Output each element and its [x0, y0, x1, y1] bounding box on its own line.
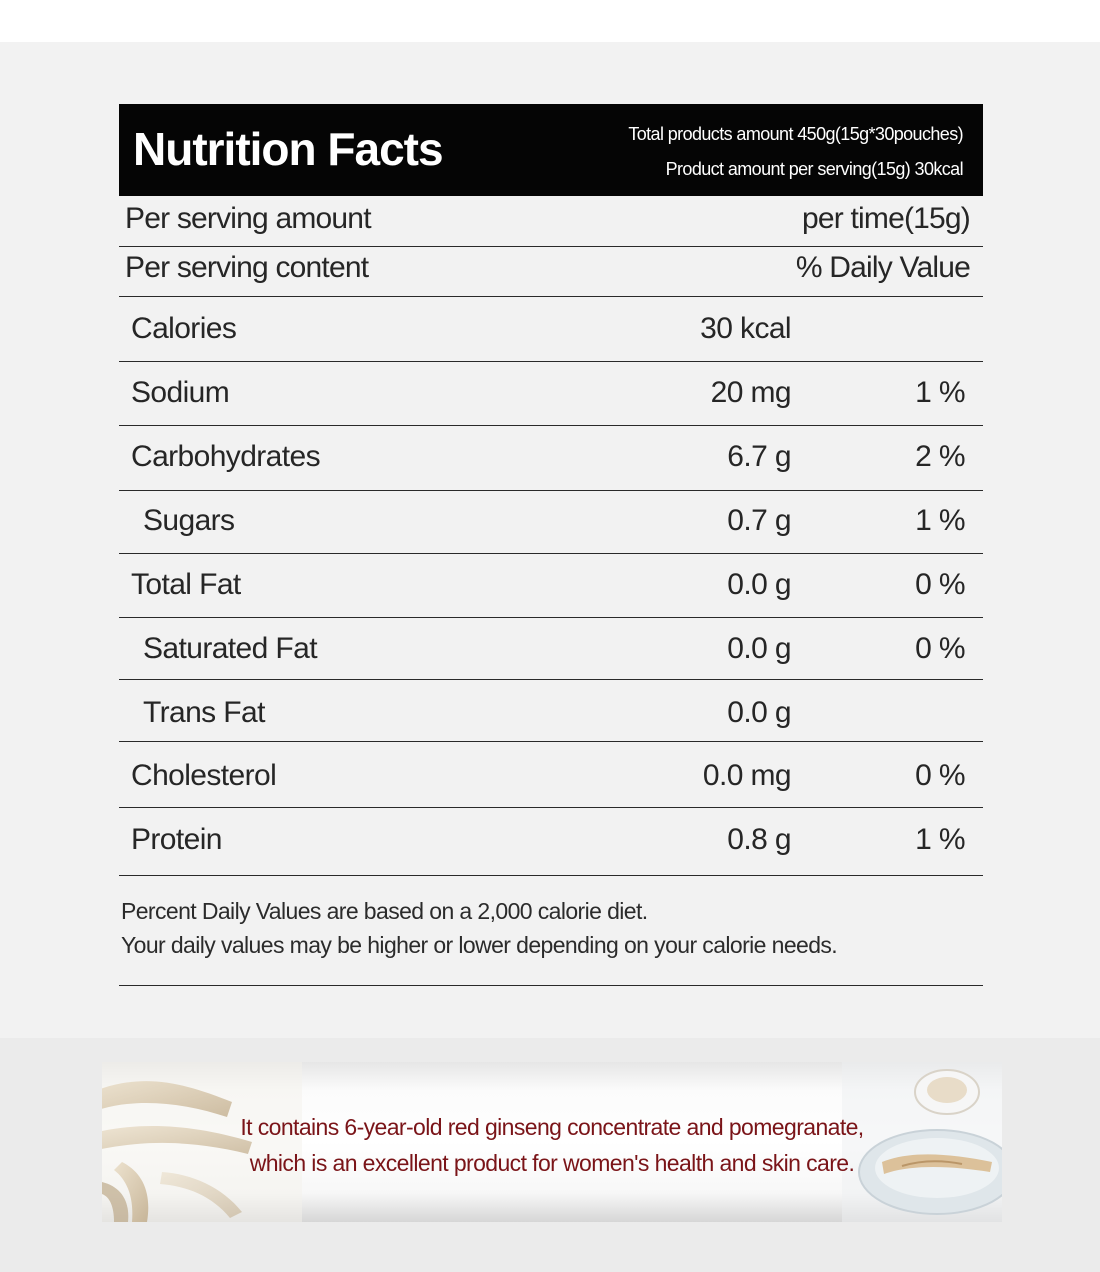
- nutrient-dv-sodium: 1 %: [915, 376, 966, 409]
- ginseng-bowl-image: [842, 1062, 1002, 1222]
- nutrient-name-protein: Protein: [131, 823, 222, 856]
- ginseng-roots-image: [102, 1062, 302, 1222]
- nutrition-panel: [0, 42, 1100, 1038]
- divider: [119, 361, 983, 362]
- nutrient-name-cholesterol: Cholesterol: [131, 759, 277, 792]
- divider: [119, 741, 983, 742]
- banner-text-line-1: It contains 6-year-old red ginseng conce…: [240, 1114, 864, 1140]
- footnote-line-1: Percent Daily Values are based on a 2,00…: [121, 898, 648, 924]
- nutrient-name-trans-fat: Trans Fat: [143, 696, 265, 729]
- footnote-line-2: Your daily values may be higher or lower…: [121, 932, 838, 958]
- nutrient-name-total-fat: Total Fat: [131, 568, 241, 601]
- top-strip: [0, 0, 1100, 42]
- nutrient-name-carbohydrates: Carbohydrates: [131, 440, 321, 473]
- divider: [119, 425, 983, 426]
- divider: [119, 553, 983, 554]
- nutrient-dv-saturated-fat: 0 %: [915, 632, 966, 665]
- nutrition-facts-header: Nutrition Facts Total products amount 45…: [119, 104, 983, 196]
- divider: [119, 985, 983, 986]
- product-banner: It contains 6-year-old red ginseng conce…: [102, 1062, 1002, 1222]
- nutrient-name-sugars: Sugars: [143, 504, 235, 537]
- divider: [119, 296, 983, 297]
- nutrient-amount-sugars: 0.7 g: [727, 504, 791, 537]
- divider: [119, 807, 983, 808]
- serving-content-label: Per serving content: [125, 251, 369, 284]
- divider: [119, 617, 983, 618]
- banner-text-line-2: which is an excellent product for women'…: [249, 1150, 855, 1176]
- nutrient-dv-protein: 1 %: [915, 823, 966, 856]
- divider: [119, 875, 983, 876]
- per-serving-summary: Product amount per serving(15g) 30kcal: [665, 159, 964, 179]
- nutrient-amount-carbohydrates: 6.7 g: [727, 440, 791, 473]
- nutrient-amount-calories: 30 kcal: [700, 312, 791, 345]
- nutrient-dv-total-fat: 0 %: [915, 568, 966, 601]
- nutrient-dv-carbohydrates: 2 %: [915, 440, 966, 473]
- serving-amount-label: Per serving amount: [125, 202, 372, 235]
- nutrient-dv-cholesterol: 0 %: [915, 759, 966, 792]
- serving-amount-value: per time(15g): [801, 202, 971, 235]
- nutrient-amount-total-fat: 0.0 g: [727, 568, 791, 601]
- divider: [119, 679, 983, 680]
- nutrient-amount-cholesterol: 0.0 mg: [702, 759, 792, 792]
- nutrient-dv-sugars: 1 %: [915, 504, 966, 537]
- nutrient-amount-protein: 0.8 g: [727, 823, 791, 856]
- nutrient-amount-trans-fat: 0.0 g: [727, 696, 791, 729]
- serving-content-value: % Daily Value: [795, 251, 971, 284]
- nutrient-amount-saturated-fat: 0.0 g: [727, 632, 791, 665]
- nutrient-name-saturated-fat: Saturated Fat: [143, 632, 318, 665]
- nutrient-amount-sodium: 20 mg: [710, 376, 792, 409]
- nutrient-name-sodium: Sodium: [131, 376, 230, 409]
- nutrient-name-calories: Calories: [131, 312, 237, 345]
- divider: [119, 490, 983, 491]
- nutrition-facts-title: Nutrition Facts: [133, 123, 444, 175]
- total-products-amount: Total products amount 450g(15g*30pouches…: [628, 124, 963, 144]
- divider: [119, 246, 983, 247]
